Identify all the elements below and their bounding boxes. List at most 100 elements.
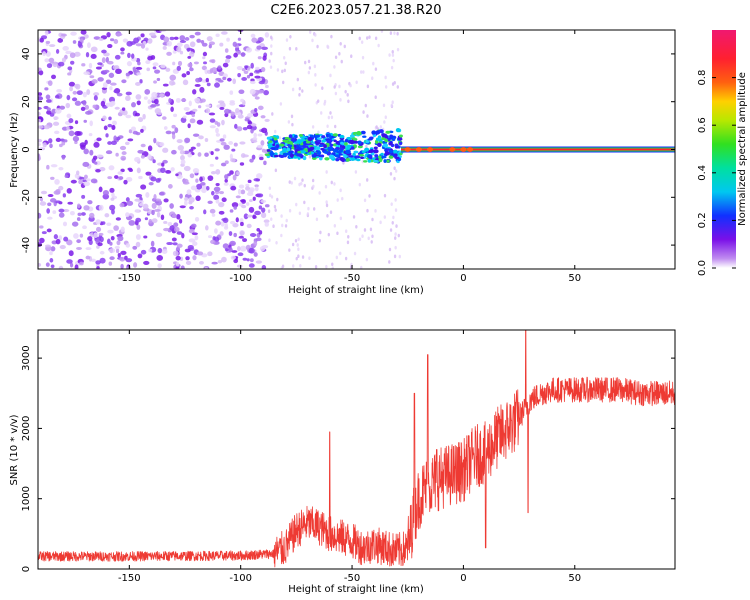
spectrogram-cell xyxy=(331,266,334,269)
spectrogram-cell xyxy=(120,226,125,233)
spectrogram-cell xyxy=(105,79,112,85)
spectrogram-cell xyxy=(291,122,294,127)
spectrogram-cell xyxy=(132,66,137,73)
spectrogram-cell xyxy=(187,123,191,129)
spectrogram-cell xyxy=(246,214,253,218)
spectrogram-cell xyxy=(46,63,53,69)
spectrogram-cell xyxy=(158,191,165,196)
carrier-hotspot xyxy=(415,147,422,152)
spectrogram-cell xyxy=(71,221,79,227)
spectrogram-cell xyxy=(171,81,176,86)
spectrogram-cell xyxy=(109,241,113,246)
spectrogram-cell xyxy=(394,198,397,202)
spectrogram-cell xyxy=(393,176,396,181)
colorbar-tick-label: 0.8 xyxy=(697,70,708,86)
spectrogram-cell xyxy=(366,114,369,118)
spectrogram-cell xyxy=(69,211,75,216)
spectrogram-cell xyxy=(301,255,305,259)
spectrogram-cell xyxy=(229,101,236,106)
spectrogram-cell xyxy=(265,84,269,89)
spectrogram-cell xyxy=(232,78,237,85)
spectrogram-cell xyxy=(399,152,403,156)
spectrogram-cell xyxy=(191,113,195,118)
spectrogram-cell xyxy=(189,51,195,58)
spectrogram-cell xyxy=(97,242,103,247)
spectrogram-cell xyxy=(161,162,165,167)
spectrogram-cell xyxy=(333,223,337,228)
spectrogram-cell xyxy=(205,104,212,108)
spectrogram-cell xyxy=(174,226,180,233)
spectrogram-cell xyxy=(101,57,106,64)
spectrogram-cell xyxy=(333,139,337,143)
spectrogram-cell xyxy=(39,225,44,229)
spectrogram-cell xyxy=(288,208,292,213)
spectrogram-cell xyxy=(171,124,176,129)
spectrogram-cell xyxy=(247,112,254,118)
spectrogram-cell xyxy=(389,135,393,140)
spectrogram-cell xyxy=(179,193,183,199)
spectrogram-cell xyxy=(391,220,394,225)
spectrogram-cell xyxy=(280,214,283,218)
spectrogram-cell xyxy=(205,77,209,83)
spectrogram-cell xyxy=(253,240,258,247)
spectrogram-cell xyxy=(396,85,400,89)
spectrogram-cell xyxy=(99,250,105,255)
spectrogram-cell xyxy=(288,180,291,184)
spectrogram-cell xyxy=(83,205,90,211)
spectrogram-cell xyxy=(354,170,358,174)
spectrogram-cell xyxy=(290,114,294,119)
spectrogram-cell xyxy=(99,166,106,172)
spectrogram-cell xyxy=(194,83,201,87)
spectrogram-cell xyxy=(289,35,292,39)
spectrogram-cell xyxy=(111,192,115,198)
spectrogram-cell xyxy=(259,246,266,252)
spectrogram-cell xyxy=(187,55,192,59)
spectrogram-cell xyxy=(61,155,66,160)
spectrogram-cell xyxy=(189,67,194,72)
spectrogram-cell xyxy=(196,251,204,256)
spectrogram-cell xyxy=(362,70,365,74)
spectrogram-cell xyxy=(151,218,158,224)
spectrogram-cell xyxy=(136,100,141,106)
spectrogram-cell xyxy=(282,80,285,85)
spectrogram-cell xyxy=(108,165,115,171)
spectrogram-cell xyxy=(43,124,51,130)
spectrogram-cell xyxy=(246,202,250,206)
spectrogram-cell xyxy=(194,31,201,36)
spectrogram-cell xyxy=(108,116,112,121)
spectrogram-cell xyxy=(264,222,269,227)
spectrogram-cell xyxy=(171,149,177,155)
spectrogram-cell xyxy=(45,40,51,44)
spectrogram-cell xyxy=(205,185,210,191)
spectrogram-cell xyxy=(67,201,74,205)
spectrogram-cell xyxy=(321,135,326,139)
spectrogram-cell xyxy=(281,264,285,269)
spectrogram-cell xyxy=(176,65,182,71)
y-tick-label: 0 xyxy=(21,146,32,152)
spectrogram-cell xyxy=(326,124,329,129)
spectrogram-cell xyxy=(181,98,187,102)
spectrogram-cell xyxy=(308,66,312,70)
spectrogram-cell xyxy=(339,134,345,139)
spectrogram-cell xyxy=(140,184,147,190)
spectrogram-cell xyxy=(90,178,98,184)
spectrogram-cell xyxy=(113,39,119,44)
spectrogram-cell xyxy=(209,125,216,129)
spectrogram-cell xyxy=(267,143,273,148)
colorbar-ticks: 0.0 0.2 0.4 0.6 0.8 xyxy=(697,70,736,276)
spectrogram-cell xyxy=(288,150,294,154)
spectrogram-panel: -150 -100 -50 0 50 -40 -20 0 20 40 Height of str… xyxy=(9,29,676,296)
spectrogram-cell xyxy=(76,246,82,250)
spectrogram-cell xyxy=(208,112,216,116)
spectrogram-cell xyxy=(345,158,350,162)
spectrogram-cell xyxy=(147,145,153,152)
spectrogram-cell xyxy=(313,207,316,211)
spectrogram-cell xyxy=(62,193,67,198)
spectrogram-cell xyxy=(374,36,378,41)
snr-x-ticks: -150 -100 -50 0 50 xyxy=(118,330,581,584)
x-tick-label: 0 xyxy=(460,273,466,284)
spectrogram-cell xyxy=(135,217,142,223)
carrier-hotspot xyxy=(427,147,433,152)
spectrogram-cell xyxy=(388,155,394,159)
